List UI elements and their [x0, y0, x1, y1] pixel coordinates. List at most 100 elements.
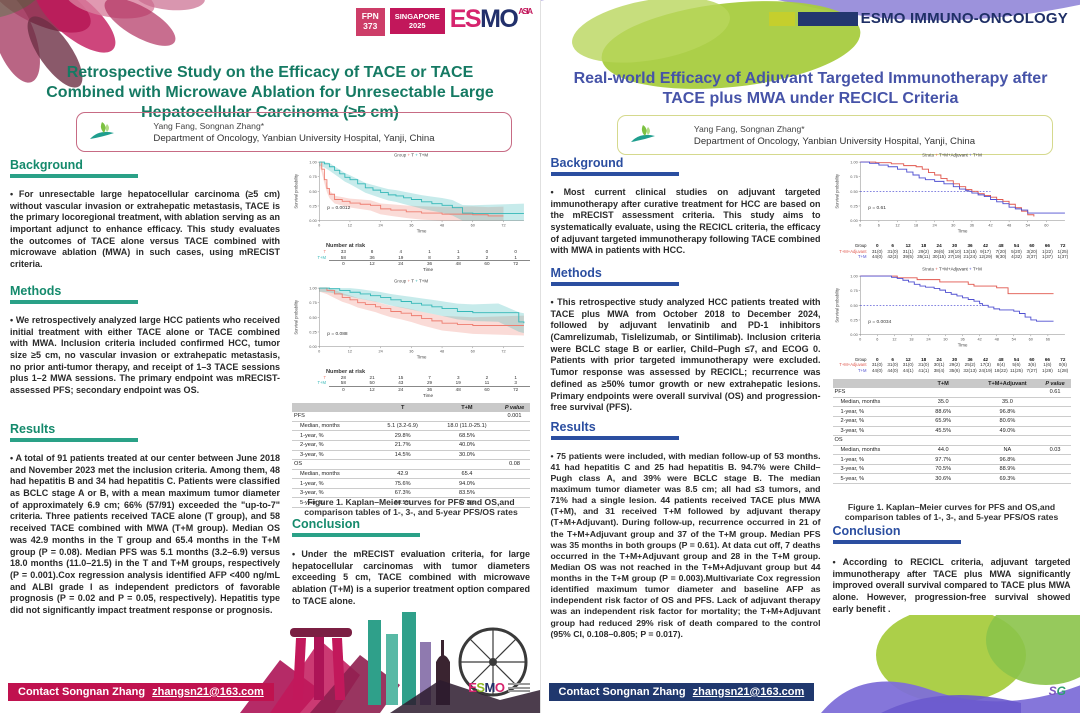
logo-green-block: [768, 11, 795, 26]
figure-caption: Figure 1. Kaplan–Meier curves for PFS an…: [844, 502, 1059, 523]
km-plot-os: Strata + T+M+Adjuvant + T+M 0.00 0.25 0.50 0…: [833, 264, 1071, 357]
svg-text:72: 72: [501, 350, 505, 354]
contact-email[interactable]: zhangsn21@163.com: [152, 686, 264, 698]
risk-table-pfs: Group 0 6 12 18 24 30 36 42 48 54 60 66 72 T+M+Adjuvan…: [839, 242, 1069, 260]
svg-text:24: 24: [379, 350, 384, 354]
svg-text:p = 0.0034: p = 0.0034: [868, 319, 891, 325]
contact-email[interactable]: zhangsn21@163.com: [692, 686, 805, 698]
comparison-table: T+M T+M+Adjuvant P value PFS 0.61 Median, mon…: [832, 378, 1071, 485]
esmo-immuno-oncology-logo: ESMO IMMUNO-ONCOLOGY: [768, 10, 1068, 27]
svg-text:60: 60: [471, 224, 475, 228]
logo-text: ESMO IMMUNO-ONCOLOGY: [860, 10, 1068, 27]
logo-navy-block: [797, 11, 858, 26]
contact-label: Contact Songnan Zhang: [558, 686, 686, 698]
authors: Yang Fang, Songnan Zhang*: [693, 123, 805, 134]
svg-text:Strata + T+M+Adjuvant + T+M: Strata + T+M+Adjuvant + T+M: [922, 267, 982, 272]
leaf-logo-icon: [630, 125, 655, 142]
svg-text:54: 54: [1011, 338, 1016, 342]
contact-label: Contact Songnan Zhang: [18, 686, 146, 698]
results-heading: Results: [10, 422, 138, 442]
svg-text:0.25: 0.25: [850, 204, 857, 208]
svg-text:60: 60: [471, 350, 475, 354]
congress-badge: SINGAPORE 2025: [389, 8, 445, 34]
svg-text:60: 60: [1028, 338, 1032, 342]
singapore-skyline-decoration: [240, 612, 540, 713]
congress-badges: FPN 373 SINGAPORE 2025 ESMOASIA: [355, 7, 533, 36]
comparison-table: T T+M P value PFS 0.001 Median, months 5.1 (3.…: [292, 402, 530, 509]
svg-text:Survival probability: Survival probability: [294, 299, 299, 335]
svg-text:36: 36: [969, 224, 973, 228]
conclusion-heading: Conclusion: [292, 517, 420, 537]
svg-text:36: 36: [409, 224, 413, 228]
svg-text:0.00: 0.00: [309, 345, 316, 349]
svg-text:72: 72: [501, 224, 505, 228]
svg-text:12: 12: [348, 224, 352, 228]
svg-text:0.50: 0.50: [309, 316, 316, 320]
results-text: A total of 91 patients treated at our ce…: [10, 453, 280, 617]
methods-heading: Methods: [10, 284, 138, 304]
svg-text:0.25: 0.25: [309, 204, 316, 208]
svg-text:24: 24: [379, 224, 384, 228]
contact-bar: Contact Songnan Zhang zhangsn21@163.com: [8, 683, 274, 701]
svg-text:6: 6: [877, 224, 879, 228]
svg-text:0.75: 0.75: [850, 289, 857, 293]
fpn-label: FPN: [361, 11, 379, 21]
svg-text:66: 66: [1045, 338, 1049, 342]
fpn-badge: FPN 373: [355, 8, 385, 36]
esmo-logo-small: ESMO: [468, 680, 530, 695]
km-plot-os: Group + T + T+M 0.00 0.25 0.50 0.75 1.00 0 12 24…: [292, 276, 530, 369]
svg-text:0.75: 0.75: [309, 175, 316, 179]
svg-text:42: 42: [977, 338, 981, 342]
svg-text:Survival probability: Survival probability: [294, 173, 299, 209]
svg-text:1.00: 1.00: [850, 161, 857, 165]
affiliation: Department of Oncology, Yanbian Universi…: [693, 135, 976, 147]
risk-table-os: Number at risk T 28 21 15 7 3 2 1 T+M 58 50 43 29 19 11…: [292, 369, 530, 398]
figure-caption: Figure 1. Kaplan–Meier curves for PFS an…: [304, 497, 518, 518]
svg-text:p = 0.61: p = 0.61: [868, 205, 886, 211]
poster-left: FPN 373 SINGAPORE 2025 ESMOASIA Retrospe…: [0, 0, 540, 713]
svg-text:1.00: 1.00: [309, 286, 316, 290]
svg-text:48: 48: [1006, 224, 1010, 228]
affiliation: Department of Oncology, Yanbian Universi…: [153, 132, 435, 144]
svg-text:0.50: 0.50: [850, 190, 857, 194]
risk-table-os: Group 0 6 12 18 24 30 36 42 48 54 60 66 72 T+M+Adjuvan…: [839, 356, 1069, 374]
svg-text:60: 60: [1044, 224, 1048, 228]
fpn-number: 373: [363, 20, 378, 31]
results-text: 75 patients were included, with median f…: [551, 451, 821, 640]
svg-text:0.00: 0.00: [850, 333, 857, 337]
km-plot-pfs: Group + T + T+M 0.00 0.25 0.50 0.75 1.00 0 12 24…: [292, 150, 530, 243]
svg-text:24: 24: [926, 338, 931, 342]
svg-text:0: 0: [859, 338, 861, 342]
svg-text:0: 0: [318, 224, 320, 228]
conclusion-text: Under the mRECIST evaluation criteria, f…: [292, 549, 530, 607]
svg-text:36: 36: [409, 350, 413, 354]
svg-text:Group + T + T+M: Group + T + T+M: [394, 153, 428, 158]
results-heading: Results: [551, 420, 679, 440]
svg-text:Survival probability: Survival probability: [834, 287, 839, 323]
authors: Yang Fang, Songnan Zhang*: [153, 120, 265, 131]
methods-text: We retrospectively analyzed large HCC pa…: [10, 315, 280, 397]
figure-column: Group + T + T+M 0.00 0.25 0.50 0.75 1.00 0 12 24…: [292, 150, 530, 509]
svg-text:12: 12: [895, 224, 899, 228]
conclusion-heading: Conclusion: [833, 524, 961, 544]
svg-text:6: 6: [876, 338, 878, 342]
poster-title: Real-world Efficacy of Adjuvant Targeted…: [573, 69, 1048, 107]
contact-bar: Contact Songnan Zhang zhangsn21@163.com: [548, 683, 815, 701]
svg-text:12: 12: [348, 350, 352, 354]
svg-text:30: 30: [943, 338, 947, 342]
asia-label: ASIA: [518, 7, 533, 16]
svg-text:Group + T + T+M: Group + T + T+M: [394, 279, 428, 284]
svg-text:Time: Time: [957, 343, 967, 348]
congress-city: SINGAPORE: [394, 12, 440, 21]
km-plot-pfs: Strata + T+M+Adjuvant + T+M 0.00 0.25 0.50 0…: [833, 150, 1071, 243]
svg-text:0: 0: [859, 224, 861, 228]
svg-text:Time: Time: [417, 355, 427, 360]
svg-text:42: 42: [988, 224, 992, 228]
blob-decoration-bottom: [820, 615, 1080, 713]
leaf-logo-icon: [90, 122, 114, 139]
background-text: Most current clinical studies on adjuvan…: [551, 187, 821, 257]
svg-text:1.00: 1.00: [309, 161, 316, 165]
svg-text:36: 36: [960, 338, 964, 342]
congress-year: 2025: [408, 21, 426, 30]
